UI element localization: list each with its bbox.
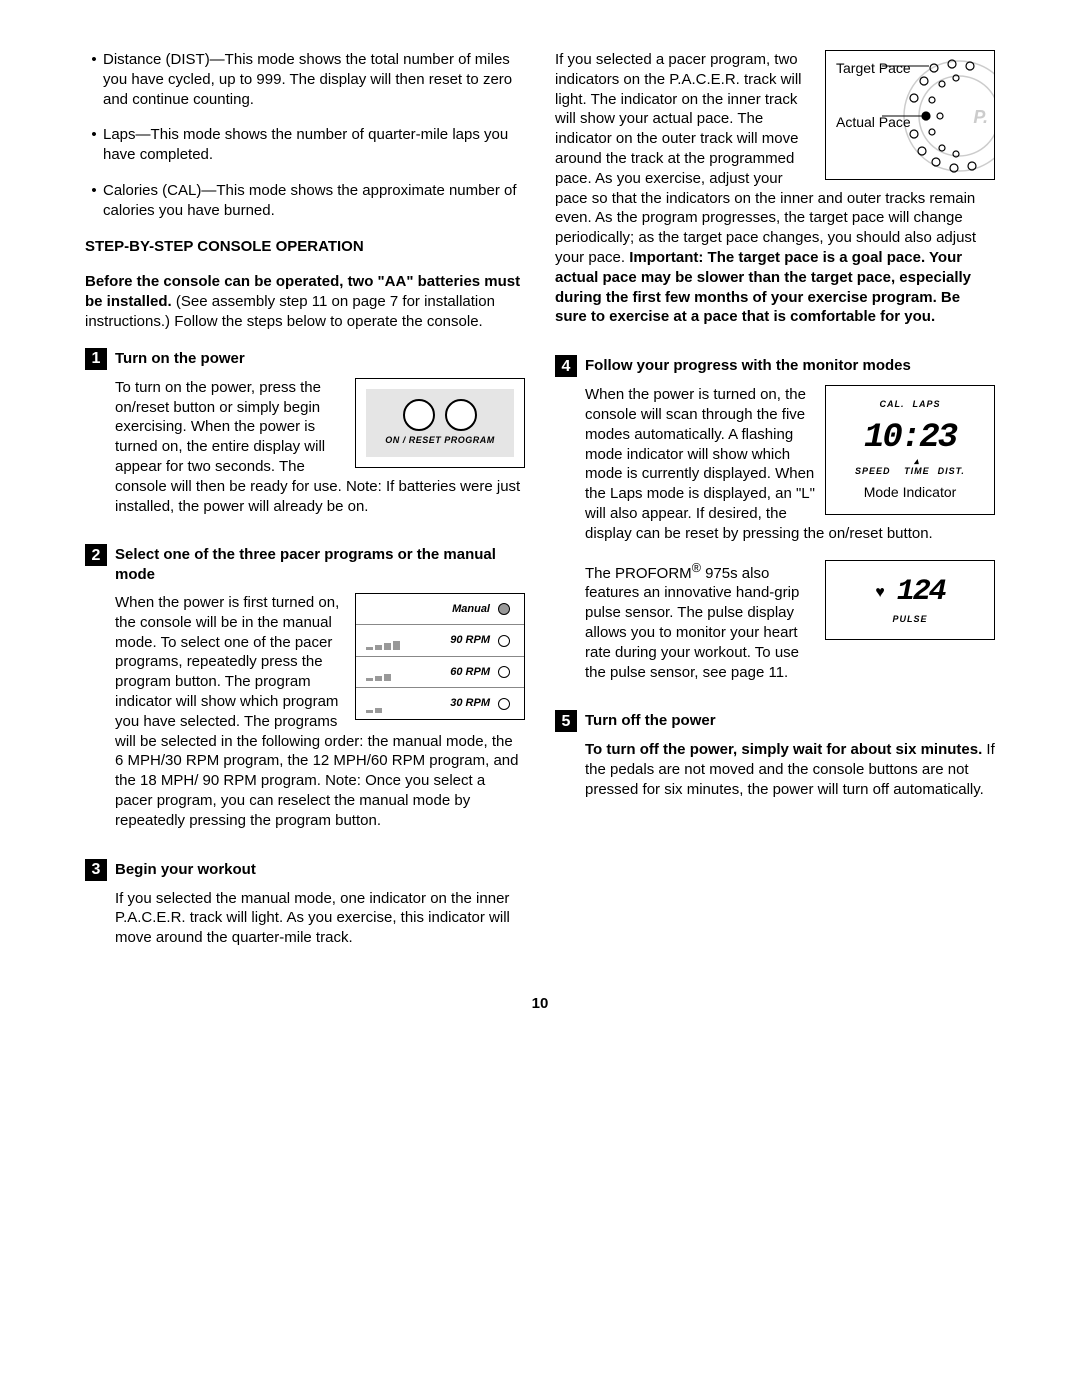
- mode-laps: LAPS: [912, 399, 940, 411]
- program-button-icon: [445, 399, 477, 431]
- button-circles: [403, 399, 477, 431]
- step-5-bold: To turn off the power, simply wait for a…: [585, 741, 982, 758]
- mode-cal: CAL.: [879, 399, 904, 411]
- step-number-2: 2: [85, 544, 107, 566]
- bullet-dot: •: [85, 181, 103, 221]
- step-2-body: Manual90 RPM60 RPM30 RPM When the power …: [115, 593, 525, 847]
- rpm-bar: [366, 678, 373, 681]
- two-column-layout: • Distance (DIST)—This mode shows the to…: [85, 50, 995, 964]
- rpm-bar: [375, 645, 382, 650]
- heart-icon: ♥: [875, 582, 885, 603]
- figure-onreset: ON / RESET PROGRAM: [355, 378, 525, 468]
- left-column: • Distance (DIST)—This mode shows the to…: [85, 50, 525, 964]
- actual-pace-label: Actual Pace: [836, 113, 911, 131]
- step-2-header: 2 Select one of the three pacer programs…: [85, 544, 525, 585]
- step-3-header: 3 Begin your workout: [85, 859, 525, 881]
- rpm-label: 60 RPM: [450, 665, 490, 680]
- rpm-row: 90 RPM: [356, 625, 524, 657]
- step-4-header: 4 Follow your progress with the monitor …: [555, 355, 995, 377]
- step-number-1: 1: [85, 348, 107, 370]
- intro-paragraph: Before the console can be operated, two …: [85, 272, 525, 331]
- p-letter: P.: [973, 106, 988, 130]
- step-3-body: If you selected the manual mode, one ind…: [115, 889, 525, 948]
- mode-time-text: TIME: [904, 466, 930, 476]
- bullet-text: Calories (CAL)—This mode shows the appro…: [103, 181, 525, 221]
- rpm-bars: [366, 708, 382, 713]
- registered-icon: ®: [692, 561, 701, 575]
- proform-pre: The PROFORM: [585, 565, 692, 582]
- mode-top-labels: CAL. LAPS: [879, 399, 940, 411]
- page-number: 10: [85, 994, 995, 1014]
- rpm-indicator-dot: [498, 603, 510, 615]
- step-3-text: If you selected the manual mode, one ind…: [115, 889, 525, 948]
- figure-pulse: ♥ 124 PULSE: [825, 560, 995, 640]
- mode-time: ▴TIME: [899, 466, 930, 478]
- rpm-bar: [384, 674, 391, 681]
- step-1-body: ON / RESET PROGRAM To turn on the power,…: [115, 378, 525, 533]
- bullet-text: Laps—This mode shows the number of quart…: [103, 125, 525, 165]
- rpm-row: Manual: [356, 594, 524, 626]
- step-5-title: Turn off the power: [585, 710, 716, 731]
- pulse-digits: 124: [897, 573, 945, 613]
- section-heading: STEP-BY-STEP CONSOLE OPERATION: [85, 237, 525, 257]
- step-5-header: 5 Turn off the power: [555, 710, 995, 732]
- target-pace-label: Target Pace: [836, 59, 911, 77]
- onreset-panel: ON / RESET PROGRAM: [366, 389, 514, 457]
- pulse-label: PULSE: [892, 614, 927, 626]
- step-1-header: 1 Turn on the power: [85, 348, 525, 370]
- rpm-bar: [393, 641, 400, 650]
- rpm-bar: [366, 647, 373, 650]
- step-4-body: CAL. LAPS 10:23 SPEED ▴TIME DIST. Mode I…: [585, 385, 995, 698]
- bullet-distance: • Distance (DIST)—This mode shows the to…: [85, 50, 525, 109]
- figure-mode-indicator: CAL. LAPS 10:23 SPEED ▴TIME DIST. Mode I…: [825, 385, 995, 515]
- rpm-label: Manual: [452, 602, 490, 617]
- step-3-continuation: Target Pace Actual Pace P. If you select…: [555, 50, 995, 343]
- step-2-title: Select one of the three pacer programs o…: [115, 544, 525, 585]
- rpm-indicator-dot: [498, 635, 510, 647]
- mode-digits: 10:23: [864, 416, 956, 461]
- step-3-title: Begin your workout: [115, 859, 256, 880]
- actual-pace-text: Actual Pace: [836, 114, 911, 130]
- pulse-row: ♥ 124: [875, 573, 945, 613]
- step-4-title: Follow your progress with the monitor mo…: [585, 355, 911, 376]
- onreset-button-icon: [403, 399, 435, 431]
- rpm-bar: [366, 710, 373, 713]
- figure-pacer-track: Target Pace Actual Pace P.: [825, 50, 995, 180]
- bullet-dot: •: [85, 50, 103, 109]
- rpm-bar: [375, 676, 382, 681]
- rpm-bar: [384, 643, 391, 650]
- step-5-body: To turn off the power, simply wait for a…: [585, 740, 995, 799]
- rpm-bars: [366, 674, 391, 681]
- caret-icon: ▴: [914, 456, 920, 466]
- step-number-3: 3: [85, 859, 107, 881]
- rpm-label: 90 RPM: [450, 633, 490, 648]
- step-1-title: Turn on the power: [115, 348, 245, 369]
- onreset-label: ON / RESET PROGRAM: [385, 435, 495, 447]
- rpm-indicator-dot: [498, 666, 510, 678]
- bullet-dot: •: [85, 125, 103, 165]
- mode-speed: SPEED: [855, 466, 891, 478]
- rpm-indicator-dot: [498, 698, 510, 710]
- rpm-label: 30 RPM: [450, 696, 490, 711]
- step-5-text: To turn off the power, simply wait for a…: [585, 740, 995, 799]
- bullet-laps: • Laps—This mode shows the number of qua…: [85, 125, 525, 165]
- rpm-row: 30 RPM: [356, 688, 524, 719]
- right-column: Target Pace Actual Pace P. If you select…: [555, 50, 995, 964]
- rpm-bar: [375, 708, 382, 713]
- target-pace-text: Target Pace: [836, 60, 911, 76]
- rpm-bars: [366, 641, 400, 650]
- step-number-4: 4: [555, 355, 577, 377]
- mode-indicator-label: Mode Indicator: [864, 483, 957, 501]
- mode-bottom-labels: SPEED ▴TIME DIST.: [855, 466, 965, 478]
- bullet-calories: • Calories (CAL)—This mode shows the app…: [85, 181, 525, 221]
- bullet-text: Distance (DIST)—This mode shows the tota…: [103, 50, 525, 109]
- rpm-row: 60 RPM: [356, 657, 524, 689]
- mode-dist: DIST.: [938, 466, 965, 478]
- figure-rpm-programs: Manual 90 RPM 60 RPM 30 RPM: [355, 593, 525, 720]
- step-number-5: 5: [555, 710, 577, 732]
